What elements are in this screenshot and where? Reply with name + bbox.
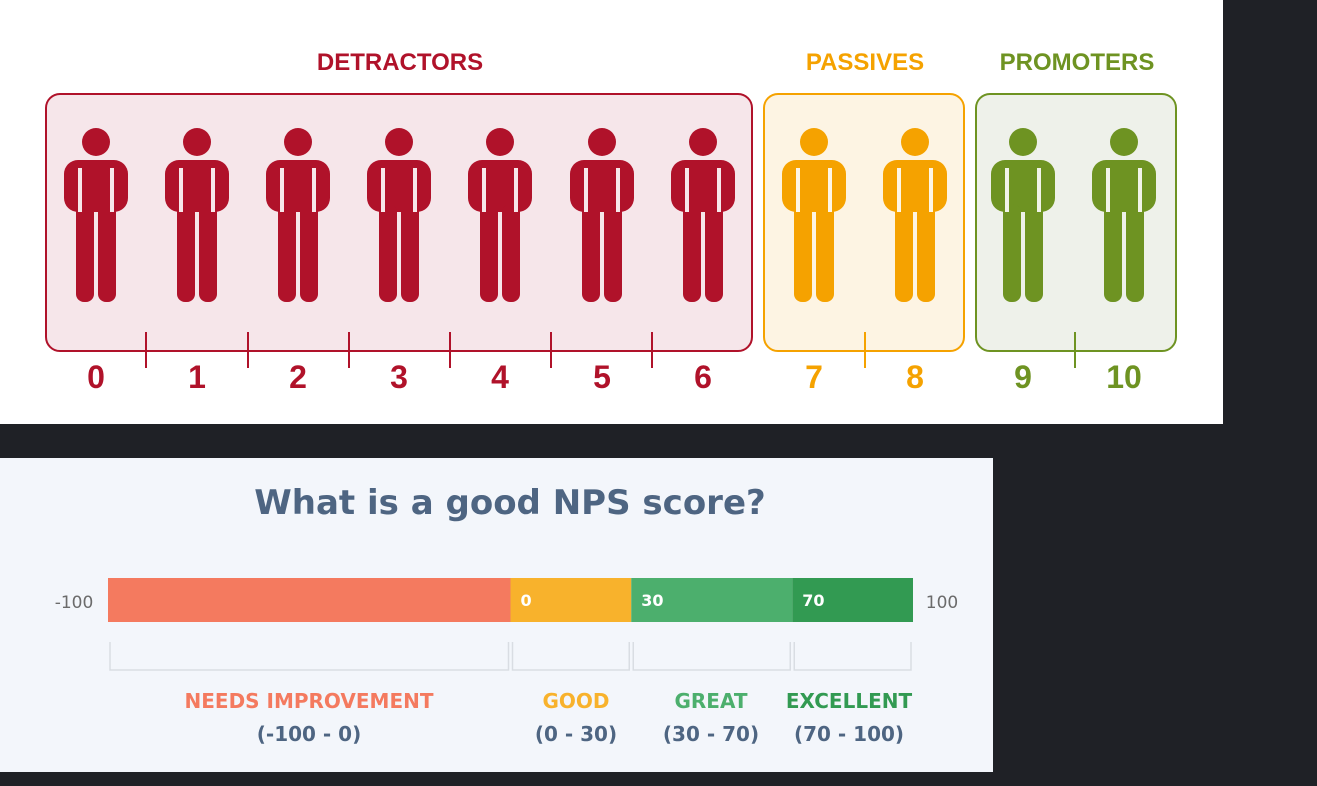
score-9: 9 xyxy=(1014,359,1032,395)
bar-segment xyxy=(108,578,511,622)
score-7: 7 xyxy=(805,359,823,395)
max-label: 100 xyxy=(926,593,958,613)
score-1: 1 xyxy=(188,359,206,395)
range-bracket xyxy=(633,642,790,670)
nps-scale-panel: DETRACTORS PASSIVES PROMOTERS 0 1 2 3 4 … xyxy=(0,0,1223,424)
score-5: 5 xyxy=(593,359,611,395)
score-bar: 0 30 70 xyxy=(108,578,913,622)
category-needs-improvement-range: (-100 - 0) xyxy=(257,722,361,746)
category-excellent-name: EXCELLENT xyxy=(786,689,913,713)
nps-scale-svg: DETRACTORS PASSIVES PROMOTERS 0 1 2 3 4 … xyxy=(0,0,1223,424)
category-excellent-range: (70 - 100) xyxy=(794,722,904,746)
nps-ranges-panel: What is a good NPS score? -100 100 0 30 70… xyxy=(0,458,993,772)
score-8: 8 xyxy=(906,359,924,395)
score-6: 6 xyxy=(694,359,712,395)
category-needs-improvement-name: NEEDS IMPROVEMENT xyxy=(185,689,434,713)
category-good-name: GOOD xyxy=(542,689,609,713)
score-3: 3 xyxy=(390,359,408,395)
score-10: 10 xyxy=(1106,359,1142,395)
min-label: -100 xyxy=(55,593,94,613)
category-good-range: (0 - 30) xyxy=(535,722,617,746)
category-great-name: GREAT xyxy=(674,689,747,713)
range-brackets xyxy=(110,642,911,670)
score-4: 4 xyxy=(491,359,509,395)
range-bracket xyxy=(513,642,630,670)
category-great-range: (30 - 70) xyxy=(663,722,759,746)
score-2: 2 xyxy=(289,359,307,395)
bar-segment-label: 0 xyxy=(521,591,532,610)
promoters-label: PROMOTERS xyxy=(1000,49,1155,76)
ranges-title: What is a good NPS score? xyxy=(254,483,765,523)
range-bracket xyxy=(110,642,509,670)
detractors-label: DETRACTORS xyxy=(317,49,483,76)
score-0: 0 xyxy=(87,359,105,395)
bar-segment-label: 30 xyxy=(641,591,663,610)
bar-segment-label: 70 xyxy=(802,591,824,610)
passives-label: PASSIVES xyxy=(806,49,924,76)
range-bracket xyxy=(794,642,911,670)
nps-ranges-svg: What is a good NPS score? -100 100 0 30 70… xyxy=(0,458,993,772)
